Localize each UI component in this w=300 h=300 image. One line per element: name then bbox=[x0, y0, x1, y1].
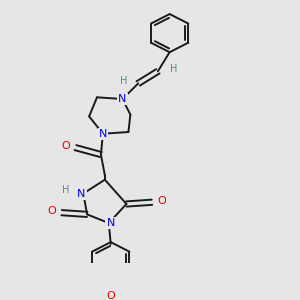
Text: H: H bbox=[120, 76, 127, 86]
Text: O: O bbox=[61, 141, 70, 151]
Text: H: H bbox=[62, 185, 69, 195]
Text: H: H bbox=[170, 64, 177, 74]
Text: O: O bbox=[158, 196, 166, 206]
Text: O: O bbox=[47, 206, 56, 216]
Text: N: N bbox=[99, 129, 107, 139]
Text: N: N bbox=[106, 218, 115, 228]
Text: O: O bbox=[106, 291, 115, 300]
Text: N: N bbox=[118, 94, 127, 104]
Text: N: N bbox=[77, 189, 86, 199]
